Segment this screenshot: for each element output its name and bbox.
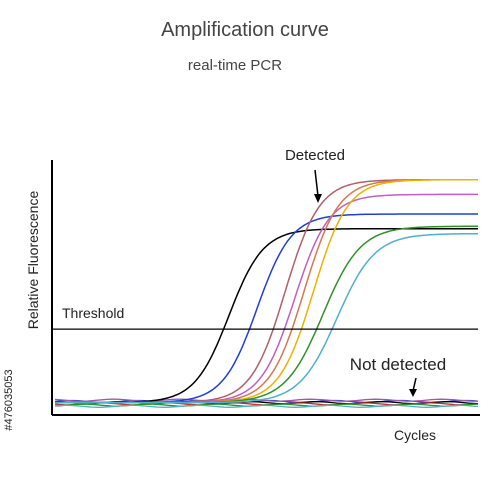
not-detected-annotation: Not detected xyxy=(350,355,446,374)
chart-subtitle: real-time PCR xyxy=(188,57,282,74)
not-detected-arrow-head xyxy=(409,389,417,397)
chart-title: Amplification curve xyxy=(161,19,329,41)
threshold-label: Threshold xyxy=(62,305,124,321)
detected-arrow-head xyxy=(314,194,322,203)
y-axis-label: Relative Fluorescence xyxy=(25,191,41,330)
not-detected-curve-5 xyxy=(54,404,479,408)
watermark-id: #476035053 xyxy=(3,369,15,430)
detected-arrow-line xyxy=(314,169,319,197)
not-detected-curve-6 xyxy=(54,398,479,402)
detected-curve-8 xyxy=(55,232,478,404)
curves-group xyxy=(54,178,479,408)
detected-annotation: Detected xyxy=(285,147,345,164)
x-axis-label: Cycles xyxy=(394,427,436,443)
not-detected-arrow-line xyxy=(412,377,417,392)
